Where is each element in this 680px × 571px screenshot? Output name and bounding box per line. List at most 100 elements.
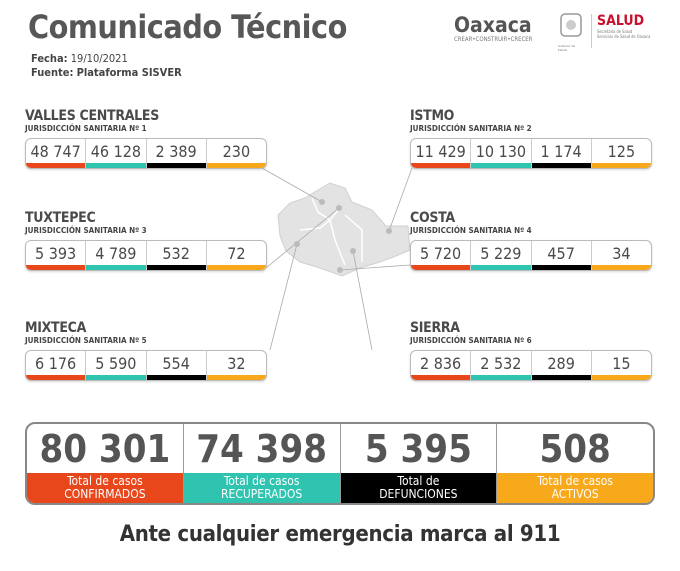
color-bar-activos	[206, 375, 266, 380]
total-label-line1: Total de	[397, 474, 440, 488]
region-stats: 5 720 5 229 457 34	[410, 240, 652, 271]
color-bar-recuperados	[86, 163, 146, 168]
region-jurisdiction: JURISDICCIÓN SANITARIA Nº 1	[25, 124, 147, 133]
color-bar-activos	[206, 163, 266, 168]
stat-value: 5 590	[95, 353, 137, 373]
stat-confirmados: 5 720	[411, 241, 472, 270]
stat-value: 72	[227, 243, 246, 263]
coat-of-arms-icon	[560, 13, 582, 37]
stat-value: 5 720	[420, 243, 462, 263]
stat-value: 457	[547, 243, 575, 263]
oaxaca-logo: Oaxaca CREAR•CONSTRUIR•CRECER	[454, 13, 533, 43]
region-stats: 11 429 10 130 1 174 125	[410, 138, 652, 169]
stat-value: 125	[607, 141, 636, 161]
stat-defunciones: 457	[531, 241, 592, 270]
total-label-line2: ACTIVOS	[551, 487, 599, 501]
connector-lines	[261, 167, 413, 351]
date-line: Fecha: 19/10/2021	[31, 52, 128, 65]
total-label: Total de DEFUNCIONES	[340, 473, 497, 503]
total-defunciones: 5 395 Total de DEFUNCIONES	[340, 424, 498, 503]
region-name: SIERRA	[410, 320, 460, 336]
stat-activos: 34	[591, 241, 651, 270]
color-bar-confirmados	[411, 163, 471, 168]
stat-recuperados: 10 130	[471, 139, 532, 168]
stat-defunciones: 289	[531, 351, 592, 380]
salud-logo: SALUD Secretaría de Salud Servicios de S…	[597, 13, 651, 40]
stat-value: 32	[227, 353, 246, 373]
logo-divider	[591, 14, 592, 48]
map-outline	[277, 182, 411, 277]
stat-value: 532	[162, 243, 190, 263]
stat-confirmados: 5 393	[26, 241, 87, 270]
stat-value: 2 532	[480, 353, 522, 373]
region-name: TUXTEPEC	[25, 210, 96, 226]
stat-value: 554	[162, 353, 190, 373]
stat-recuperados: 46 128	[86, 139, 147, 168]
region-jurisdiction: JURISDICCIÓN SANITARIA Nº 6	[410, 336, 532, 345]
total-label-line1: Total de casos	[223, 474, 300, 488]
stat-value: 10 130	[475, 141, 527, 161]
region-stats: 48 747 46 128 2 389 230	[25, 138, 267, 169]
stat-value: 6 176	[35, 353, 77, 373]
color-bar-recuperados	[86, 375, 146, 380]
source-value: Plataforma SISVER	[76, 66, 182, 79]
total-confirmados: 80 301 Total de casos CONFIRMADOS	[27, 424, 184, 503]
color-bar-defunciones	[531, 265, 591, 270]
region-name: COSTA	[410, 210, 455, 226]
region-valles-centrales: VALLES CENTRALES JURISDICCIÓN SANITARIA N…	[25, 109, 267, 169]
total-value: 508	[539, 426, 611, 471]
date-value: 19/10/2021	[70, 52, 128, 65]
color-bar-defunciones	[146, 163, 206, 168]
total-label: Total de casos ACTIVOS	[497, 473, 653, 503]
color-bar-defunciones	[531, 375, 591, 380]
totals-panel: 80 301 Total de casos CONFIRMADOS 74 398 Tot…	[25, 422, 655, 505]
stat-value: 34	[612, 243, 631, 263]
color-bar-confirmados	[26, 163, 86, 168]
total-label-line2: DEFUNCIONES	[379, 487, 458, 501]
stat-value: 46 128	[90, 141, 142, 161]
stat-value: 15	[612, 353, 631, 373]
region-stats: 6 176 5 590 554 32	[25, 350, 267, 381]
color-bar-confirmados	[26, 375, 86, 380]
stat-confirmados: 11 429	[411, 139, 472, 168]
region-jurisdiction: JURISDICCIÓN SANITARIA Nº 2	[410, 124, 532, 133]
date-label: Fecha:	[31, 52, 68, 65]
total-value: 80 301	[39, 426, 171, 471]
stat-activos: 15	[591, 351, 651, 380]
stat-recuperados: 2 532	[471, 351, 532, 380]
stat-value: 1 174	[540, 141, 582, 161]
stat-recuperados: 4 789	[86, 241, 147, 270]
region-stats: 2 836 2 532 289 15	[410, 350, 652, 381]
stat-value: 5 393	[35, 243, 77, 263]
stat-activos: 32	[206, 351, 266, 380]
stat-activos: 72	[206, 241, 266, 270]
region-tuxtepec: TUXTEPEC JURISDICCIÓN SANITARIA Nº 3 5 393…	[25, 211, 267, 271]
color-bar-activos	[591, 265, 651, 270]
color-bar-activos	[591, 375, 651, 380]
region-jurisdiction: JURISDICCIÓN SANITARIA Nº 3	[25, 226, 147, 235]
total-label: Total de casos RECUPERADOS	[183, 473, 340, 503]
stat-defunciones: 554	[146, 351, 207, 380]
region-istmo: ISTMO JURISDICCIÓN SANITARIA Nº 2 11 429 10…	[410, 109, 652, 169]
color-bar-recuperados	[471, 375, 531, 380]
total-value: 5 395	[364, 426, 472, 471]
map-dots	[294, 199, 392, 273]
stat-recuperados: 5 229	[471, 241, 532, 270]
total-recuperados: 74 398 Total de casos RECUPERADOS	[183, 424, 341, 503]
emergency-footer: Ante cualquier emergencia marca al 911	[119, 522, 561, 547]
total-label: Total de casos CONFIRMADOS	[27, 473, 183, 503]
coat-of-arms-logo: Gobierno del Estado	[558, 10, 584, 52]
stat-confirmados: 6 176	[26, 351, 87, 380]
stat-value: 289	[547, 353, 575, 373]
stat-value: 48 747	[30, 141, 81, 161]
stat-recuperados: 5 590	[86, 351, 147, 380]
stat-value: 11 429	[415, 141, 466, 161]
total-activos: 508 Total de casos ACTIVOS	[497, 424, 653, 503]
color-bar-defunciones	[146, 375, 206, 380]
total-label-line2: RECUPERADOS	[221, 487, 303, 501]
total-label-line1: Total de casos	[537, 474, 613, 488]
color-bar-confirmados	[411, 375, 471, 380]
region-jurisdiction: JURISDICCIÓN SANITARIA Nº 4	[410, 226, 532, 235]
